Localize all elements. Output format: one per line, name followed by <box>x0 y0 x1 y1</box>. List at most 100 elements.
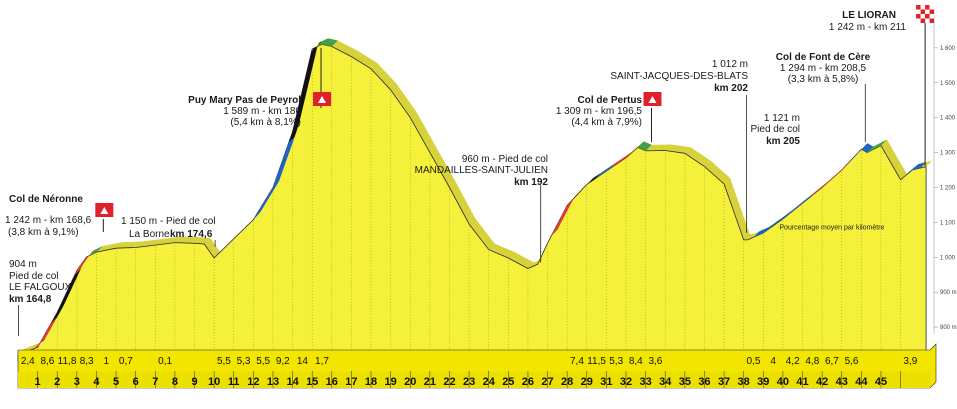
gradient-value: 3,9 <box>903 356 917 367</box>
km-label: 27 <box>541 376 553 388</box>
annotation-km: km 205 <box>766 136 800 147</box>
km-label: 38 <box>738 376 750 388</box>
finish-name: LE LIORAN <box>842 10 896 21</box>
gradient-value: 4,8 <box>805 356 819 367</box>
climb-name: Puy Mary Pas de Peyrol <box>188 95 301 106</box>
gradient-value: 6,7 <box>825 356 839 367</box>
finish-flag-square <box>920 14 926 19</box>
km-label: 9 <box>191 376 197 388</box>
km-label: 34 <box>659 376 672 388</box>
km-label: 44 <box>855 376 868 388</box>
gradient-value: 0,5 <box>747 356 761 367</box>
km-label: 2 <box>54 376 60 388</box>
annotation-line: Pied de col <box>751 124 800 135</box>
gradient-value: 5,3 <box>237 356 251 367</box>
climb-segment <box>753 192 815 238</box>
km-label: 24 <box>483 376 496 388</box>
km-label: 31 <box>600 376 612 388</box>
gradient-value: 2,4 <box>21 356 35 367</box>
finish-flag-square <box>925 5 930 10</box>
climb-segment <box>214 215 258 258</box>
km-label: 33 <box>639 376 651 388</box>
gradient-value: 5,3 <box>609 356 623 367</box>
profile-area <box>17 43 927 363</box>
climb-stats: (4,4 km à 7,9%) <box>571 117 642 128</box>
km-label: 1 <box>35 376 41 388</box>
climb-altitude: 1 242 m - km 168,6 <box>5 215 92 226</box>
km-label: 37 <box>718 376 730 388</box>
finish-flag-square <box>929 14 935 19</box>
annotation-line: 1 150 m - Pied de col <box>121 216 216 227</box>
km-label: 23 <box>463 376 475 388</box>
climb-segment <box>74 250 95 275</box>
km-label: 15 <box>306 376 318 388</box>
finish-flag-square <box>916 9 921 14</box>
gradient-value: 0,7 <box>119 356 133 367</box>
km-label: 5 <box>113 376 119 388</box>
annotation-line: La Borne <box>129 229 170 240</box>
km-label: 36 <box>698 376 710 388</box>
finish-flag-square <box>916 5 921 10</box>
km-label: 39 <box>757 376 769 388</box>
annotation-line: 1 121 m <box>764 113 800 124</box>
annotation-km: km 192 <box>514 177 548 188</box>
climb-altitude: 1 589 m - km 180 <box>223 106 301 117</box>
finish-flag-square <box>929 5 935 10</box>
annotation-km: km 174,6 <box>170 229 213 240</box>
km-label: 35 <box>679 376 691 388</box>
km-band-lower <box>18 372 930 388</box>
annotation-line: 904 m <box>9 259 37 270</box>
finish-altitude: 1 242 m - km 211 <box>829 22 907 33</box>
gradient-value: 11,8 <box>58 356 77 367</box>
finish-flag-square <box>916 18 921 23</box>
km-label: 32 <box>620 376 632 388</box>
finish-segment <box>902 162 927 179</box>
gradient-value: 5,5 <box>217 356 231 367</box>
climb-segment <box>551 195 578 236</box>
finish-flag-square <box>920 18 926 23</box>
km-label: 6 <box>133 376 139 388</box>
climb-segment <box>88 246 103 256</box>
climb-altitude: 1 294 m - km 208,5 <box>780 63 867 74</box>
km-label: 14 <box>286 376 299 388</box>
gradient-value: 8,3 <box>80 356 94 367</box>
gradient-value: 4 <box>770 356 776 367</box>
mountain-icon <box>100 207 109 214</box>
mountain-icon <box>648 96 657 103</box>
climb-segment <box>867 139 887 153</box>
altitude-tick-label: 1 300 m <box>940 151 957 157</box>
km-label: 42 <box>816 376 828 388</box>
altitude-tick-label: 1 500 m <box>940 81 957 87</box>
km-label: 20 <box>404 376 416 388</box>
gradient-note: Pourcentage moyen par kilomètre <box>779 224 884 231</box>
finish-flag-square <box>925 14 930 19</box>
km-label: 4 <box>93 376 100 388</box>
climb-stats: (3,8 km à 9,1%) <box>8 227 79 238</box>
km-label: 19 <box>385 376 397 388</box>
climb-segment <box>845 143 874 166</box>
climb-segment <box>33 316 58 349</box>
climb-stats: (3,3 km à 5,8%) <box>788 74 859 85</box>
climb-altitude: 1 309 m - km 196,5 <box>556 106 643 117</box>
climb-name: Col de Néronne <box>9 194 83 205</box>
climb-stats: (5,4 km à 8,1%) <box>230 117 301 128</box>
km-label: 7 <box>152 376 158 388</box>
km-label: 21 <box>424 376 436 388</box>
finish-flag-square <box>916 14 921 19</box>
km-label: 26 <box>522 376 534 388</box>
km-label: 18 <box>365 376 377 388</box>
gradient-value: 8,4 <box>629 356 643 367</box>
gradient-value: 11,5 <box>587 356 606 367</box>
finish-flag-square <box>929 18 935 23</box>
annotation-line: Pied de col <box>9 271 58 282</box>
km-label: 29 <box>581 376 593 388</box>
climb-segment <box>51 268 81 323</box>
gradient-value: 3,6 <box>648 356 662 367</box>
km-label: 8 <box>172 376 178 388</box>
climb-segment <box>571 173 601 202</box>
annotation-km: km 164,8 <box>9 294 52 305</box>
climb-segment <box>808 159 852 199</box>
finish-flag-square <box>925 18 930 23</box>
finish-flag-square <box>929 9 935 14</box>
